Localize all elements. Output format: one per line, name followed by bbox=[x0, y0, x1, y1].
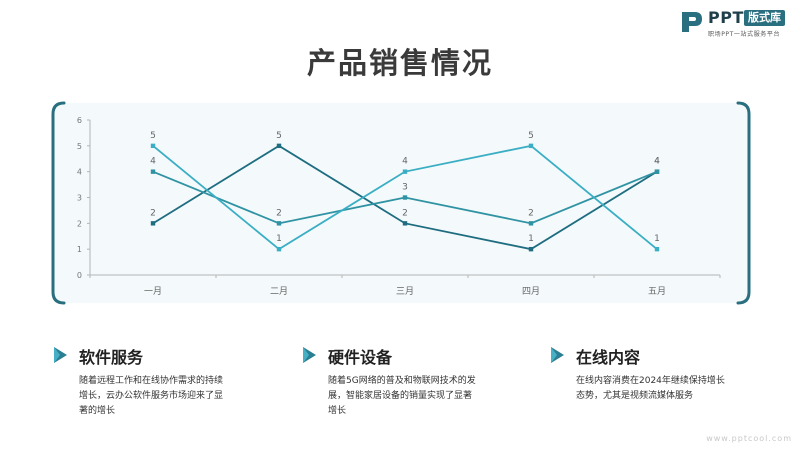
data-label: 2 bbox=[402, 208, 408, 218]
data-point bbox=[654, 246, 660, 252]
brand-tagline: 职场PPT一站式服务平台 bbox=[708, 31, 781, 38]
data-label: 1 bbox=[528, 234, 534, 244]
data-label: 2 bbox=[528, 208, 534, 218]
data-label: 4 bbox=[402, 157, 408, 167]
x-tick-label: 五月 bbox=[648, 286, 666, 297]
data-label: 1 bbox=[276, 234, 282, 244]
logo-mark-icon bbox=[682, 12, 702, 32]
data-label: 5 bbox=[150, 131, 156, 141]
data-label: 1 bbox=[654, 234, 660, 244]
data-label: 5 bbox=[528, 131, 534, 141]
data-point bbox=[528, 221, 534, 226]
feature-title: 硬件设备 bbox=[328, 348, 393, 367]
y-tick-label: 4 bbox=[77, 168, 82, 177]
feature-description: 随着5G网络的普及和物联网技术的发展，智能家居设备的销量实现了显著增长 bbox=[328, 376, 476, 416]
x-tick-label: 三月 bbox=[396, 286, 414, 297]
y-tick-label: 2 bbox=[77, 219, 82, 228]
data-label: 4 bbox=[654, 157, 660, 167]
x-tick-label: 二月 bbox=[270, 286, 288, 297]
data-point bbox=[402, 221, 408, 226]
frame-right-bracket bbox=[736, 101, 751, 305]
watermark: www.pptcool.com bbox=[706, 434, 792, 443]
data-point bbox=[276, 143, 282, 149]
data-point bbox=[276, 221, 282, 226]
feature-description: 在线内容消费在2024年继续保持增长态势，尤其是视频流媒体服务 bbox=[576, 376, 725, 401]
x-tick-label: 一月 bbox=[144, 286, 162, 297]
chart-background bbox=[53, 103, 749, 303]
feature-software: 软件服务 随着远程工作和在线协作需求的持续增长，云办公软件服务市场迎来了显著的增… bbox=[52, 344, 252, 416]
data-point bbox=[654, 169, 660, 174]
data-label: 5 bbox=[276, 131, 282, 141]
feature-description: 随着远程工作和在线协作需求的持续增长，云办公软件服务市场迎来了显著的增长 bbox=[79, 376, 224, 416]
chart-panel: 0 1 2 3 4 5 6 一月 二月 三月 四月 五月 2 5 2 1 4 4 2 3 2 4 5 1 4 5 1 bbox=[50, 100, 752, 306]
play-arrow-icon bbox=[551, 347, 564, 363]
y-tick-label: 6 bbox=[77, 116, 82, 125]
y-tick-label: 1 bbox=[77, 245, 82, 254]
play-arrow-icon bbox=[54, 347, 67, 363]
frame-left-bracket bbox=[51, 101, 66, 305]
data-label: 4 bbox=[654, 157, 660, 167]
brand-name: PPT bbox=[708, 8, 744, 27]
data-label: 4 bbox=[150, 157, 156, 167]
data-point bbox=[150, 169, 156, 174]
data-point bbox=[276, 246, 282, 252]
feature-title: 软件服务 bbox=[79, 348, 144, 367]
y-tick-label: 0 bbox=[77, 271, 82, 280]
data-label: 3 bbox=[402, 183, 408, 193]
data-point bbox=[402, 169, 408, 174]
data-point bbox=[150, 143, 156, 149]
data-label: 2 bbox=[150, 208, 156, 218]
page-title: 产品销售情况 bbox=[306, 46, 493, 80]
feature-online-content: 在线内容 在线内容消费在2024年继续保持增长态势，尤其是视频流媒体服务 bbox=[549, 344, 749, 401]
data-point bbox=[150, 221, 156, 226]
brand-logo: PPT 版式库 职场PPT一站式服务平台 bbox=[680, 8, 796, 38]
data-point bbox=[402, 195, 408, 200]
feature-title: 在线内容 bbox=[576, 348, 641, 367]
play-arrow-icon bbox=[303, 347, 316, 363]
y-tick-label: 3 bbox=[77, 194, 82, 203]
data-point bbox=[528, 143, 534, 149]
data-point bbox=[528, 246, 534, 252]
x-tick-label: 四月 bbox=[522, 286, 540, 297]
data-label: 2 bbox=[276, 208, 282, 218]
brand-badge: 版式库 bbox=[744, 10, 785, 26]
y-tick-label: 5 bbox=[77, 142, 82, 151]
feature-hardware: 硬件设备 随着5G网络的普及和物联网技术的发展，智能家居设备的销量实现了显著增长 bbox=[301, 344, 501, 416]
